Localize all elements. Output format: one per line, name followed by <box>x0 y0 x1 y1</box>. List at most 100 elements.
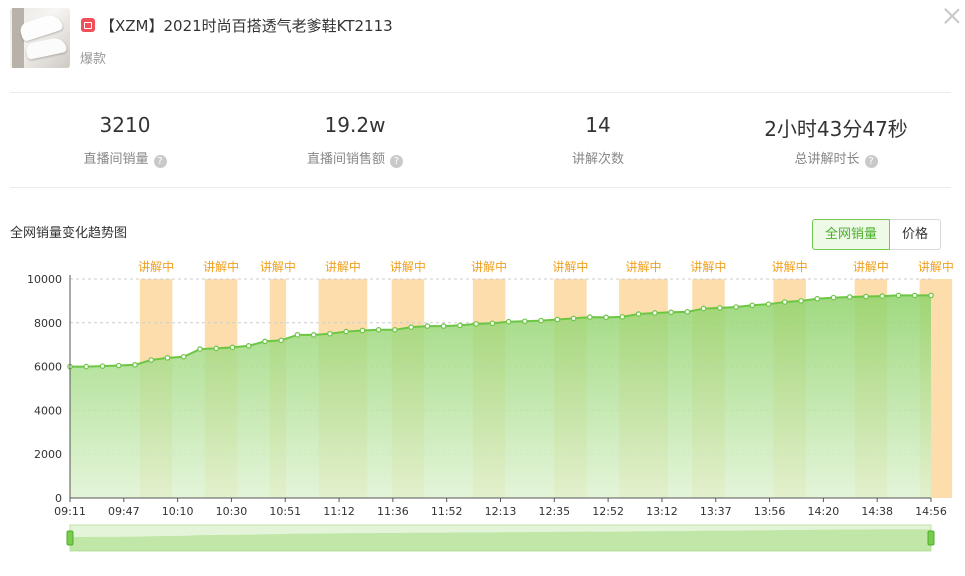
data-point[interactable] <box>132 362 138 368</box>
help-icon[interactable]: ? <box>864 155 878 168</box>
data-point[interactable] <box>83 363 90 370</box>
data-point[interactable] <box>359 327 366 334</box>
data-point[interactable] <box>115 362 122 369</box>
sales-trend-chart[interactable]: 讲解中讲解中讲解中讲解中讲解中讲解中讲解中讲解中讲解中讲解中讲解中讲解中讲解中讲… <box>0 255 965 555</box>
range-slider-preview <box>70 529 931 551</box>
data-point[interactable] <box>830 294 837 301</box>
close-icon[interactable] <box>940 4 964 28</box>
data-point[interactable] <box>684 309 691 315</box>
data-point[interactable] <box>603 314 609 321</box>
data-point[interactable] <box>440 323 447 329</box>
tab-sales[interactable]: 全网销量 <box>812 219 891 250</box>
shop-icon <box>81 18 95 32</box>
data-point[interactable] <box>213 345 220 352</box>
x-tick-label: 13:37 <box>700 505 732 518</box>
explain-label: 讲解中 <box>325 259 361 274</box>
divider <box>10 187 951 188</box>
data-point[interactable] <box>99 363 106 369</box>
data-point[interactable] <box>245 342 252 349</box>
divider <box>10 92 951 93</box>
data-point[interactable] <box>733 304 739 310</box>
product-title[interactable]: 【XZM】2021时尚百搭透气老爹鞋KT2113 <box>100 17 393 35</box>
explain-label: 讲解中 <box>390 259 426 274</box>
data-point[interactable] <box>717 305 723 311</box>
data-point[interactable] <box>180 353 187 360</box>
data-point[interactable] <box>538 317 544 324</box>
stat-value: 19.2w <box>324 113 386 137</box>
data-point[interactable] <box>749 302 756 309</box>
data-point[interactable] <box>457 322 463 329</box>
data-point[interactable] <box>294 332 301 338</box>
data-point[interactable] <box>635 311 642 317</box>
range-slider-handle[interactable] <box>927 530 935 546</box>
y-tick-label: 0 <box>55 492 62 505</box>
explain-label: 讲解中 <box>138 259 174 274</box>
data-point[interactable] <box>424 323 431 329</box>
data-point[interactable] <box>652 310 658 316</box>
range-slider-handle[interactable] <box>66 530 74 546</box>
data-point[interactable] <box>473 321 479 327</box>
x-tick-label: 09:11 <box>54 505 86 518</box>
data-point[interactable] <box>262 338 268 345</box>
product-header: 【XZM】2021时尚百搭透气老爹鞋KT2113 爆款 <box>10 8 955 70</box>
stat-label: 直播间销量 <box>83 152 149 167</box>
x-tick-label: 10:30 <box>216 505 248 518</box>
data-point[interactable] <box>928 292 934 299</box>
data-point[interactable] <box>879 293 886 299</box>
stat-label: 总讲解时长 <box>794 152 860 167</box>
stat-label: 直播间销售额 <box>306 152 385 167</box>
data-point[interactable] <box>554 316 561 323</box>
tab-price[interactable]: 价格 <box>890 219 942 250</box>
x-tick-label: 12:13 <box>485 505 517 518</box>
x-tick-label: 11:36 <box>377 505 409 518</box>
data-point[interactable] <box>505 318 512 325</box>
x-tick-label: 13:12 <box>646 505 678 518</box>
sales-area <box>70 295 931 498</box>
data-point[interactable] <box>895 292 902 299</box>
data-point[interactable] <box>375 327 382 333</box>
product-thumbnail[interactable] <box>10 8 70 68</box>
data-point[interactable] <box>392 327 398 333</box>
explain-label: 讲解中 <box>471 259 507 274</box>
x-tick-label: 09:47 <box>108 505 140 518</box>
stat-value: 2小时43分47秒 <box>764 117 908 141</box>
x-tick-label: 11:12 <box>323 505 355 518</box>
help-icon[interactable]: ? <box>153 155 167 168</box>
data-point[interactable] <box>489 320 496 327</box>
data-point[interactable] <box>522 318 528 325</box>
data-point[interactable] <box>765 301 772 307</box>
stat-label-wrap: 直播间销量? <box>10 148 240 168</box>
x-tick-label: 14:38 <box>861 505 893 518</box>
data-point[interactable] <box>814 295 821 302</box>
data-point[interactable] <box>619 314 626 320</box>
y-tick-label: 2000 <box>34 448 62 461</box>
data-point[interactable] <box>310 332 317 338</box>
x-tick-label: 10:51 <box>269 505 301 518</box>
product-tag: 爆款 <box>80 52 107 67</box>
stat-value: 3210 <box>99 113 151 137</box>
data-point[interactable] <box>229 344 236 351</box>
data-point[interactable] <box>408 324 414 330</box>
explain-label: 讲解中 <box>552 259 588 274</box>
stat-label-wrap: 讲解次数 <box>483 148 713 167</box>
data-point[interactable] <box>798 298 804 304</box>
x-tick-label: 11:52 <box>431 505 463 518</box>
data-point[interactable] <box>327 330 333 337</box>
data-point[interactable] <box>700 305 707 312</box>
data-point[interactable] <box>781 299 788 305</box>
data-point[interactable] <box>863 293 869 300</box>
stats-row: 3210 直播间销量? 19.2w 直播间销售额? 14 讲解次数 2小时43分… <box>10 93 951 187</box>
data-point[interactable] <box>148 357 155 363</box>
data-point[interactable] <box>587 314 593 320</box>
data-point[interactable] <box>911 292 918 299</box>
data-point[interactable] <box>668 309 674 316</box>
data-point[interactable] <box>164 355 171 361</box>
data-point[interactable] <box>570 315 577 322</box>
data-point[interactable] <box>846 294 853 300</box>
data-point[interactable] <box>343 328 349 335</box>
data-point[interactable] <box>278 337 284 344</box>
data-point[interactable] <box>197 346 203 352</box>
stat-value: 14 <box>585 113 611 137</box>
help-icon[interactable]: ? <box>390 155 403 168</box>
explain-label: 讲解中 <box>772 259 808 274</box>
